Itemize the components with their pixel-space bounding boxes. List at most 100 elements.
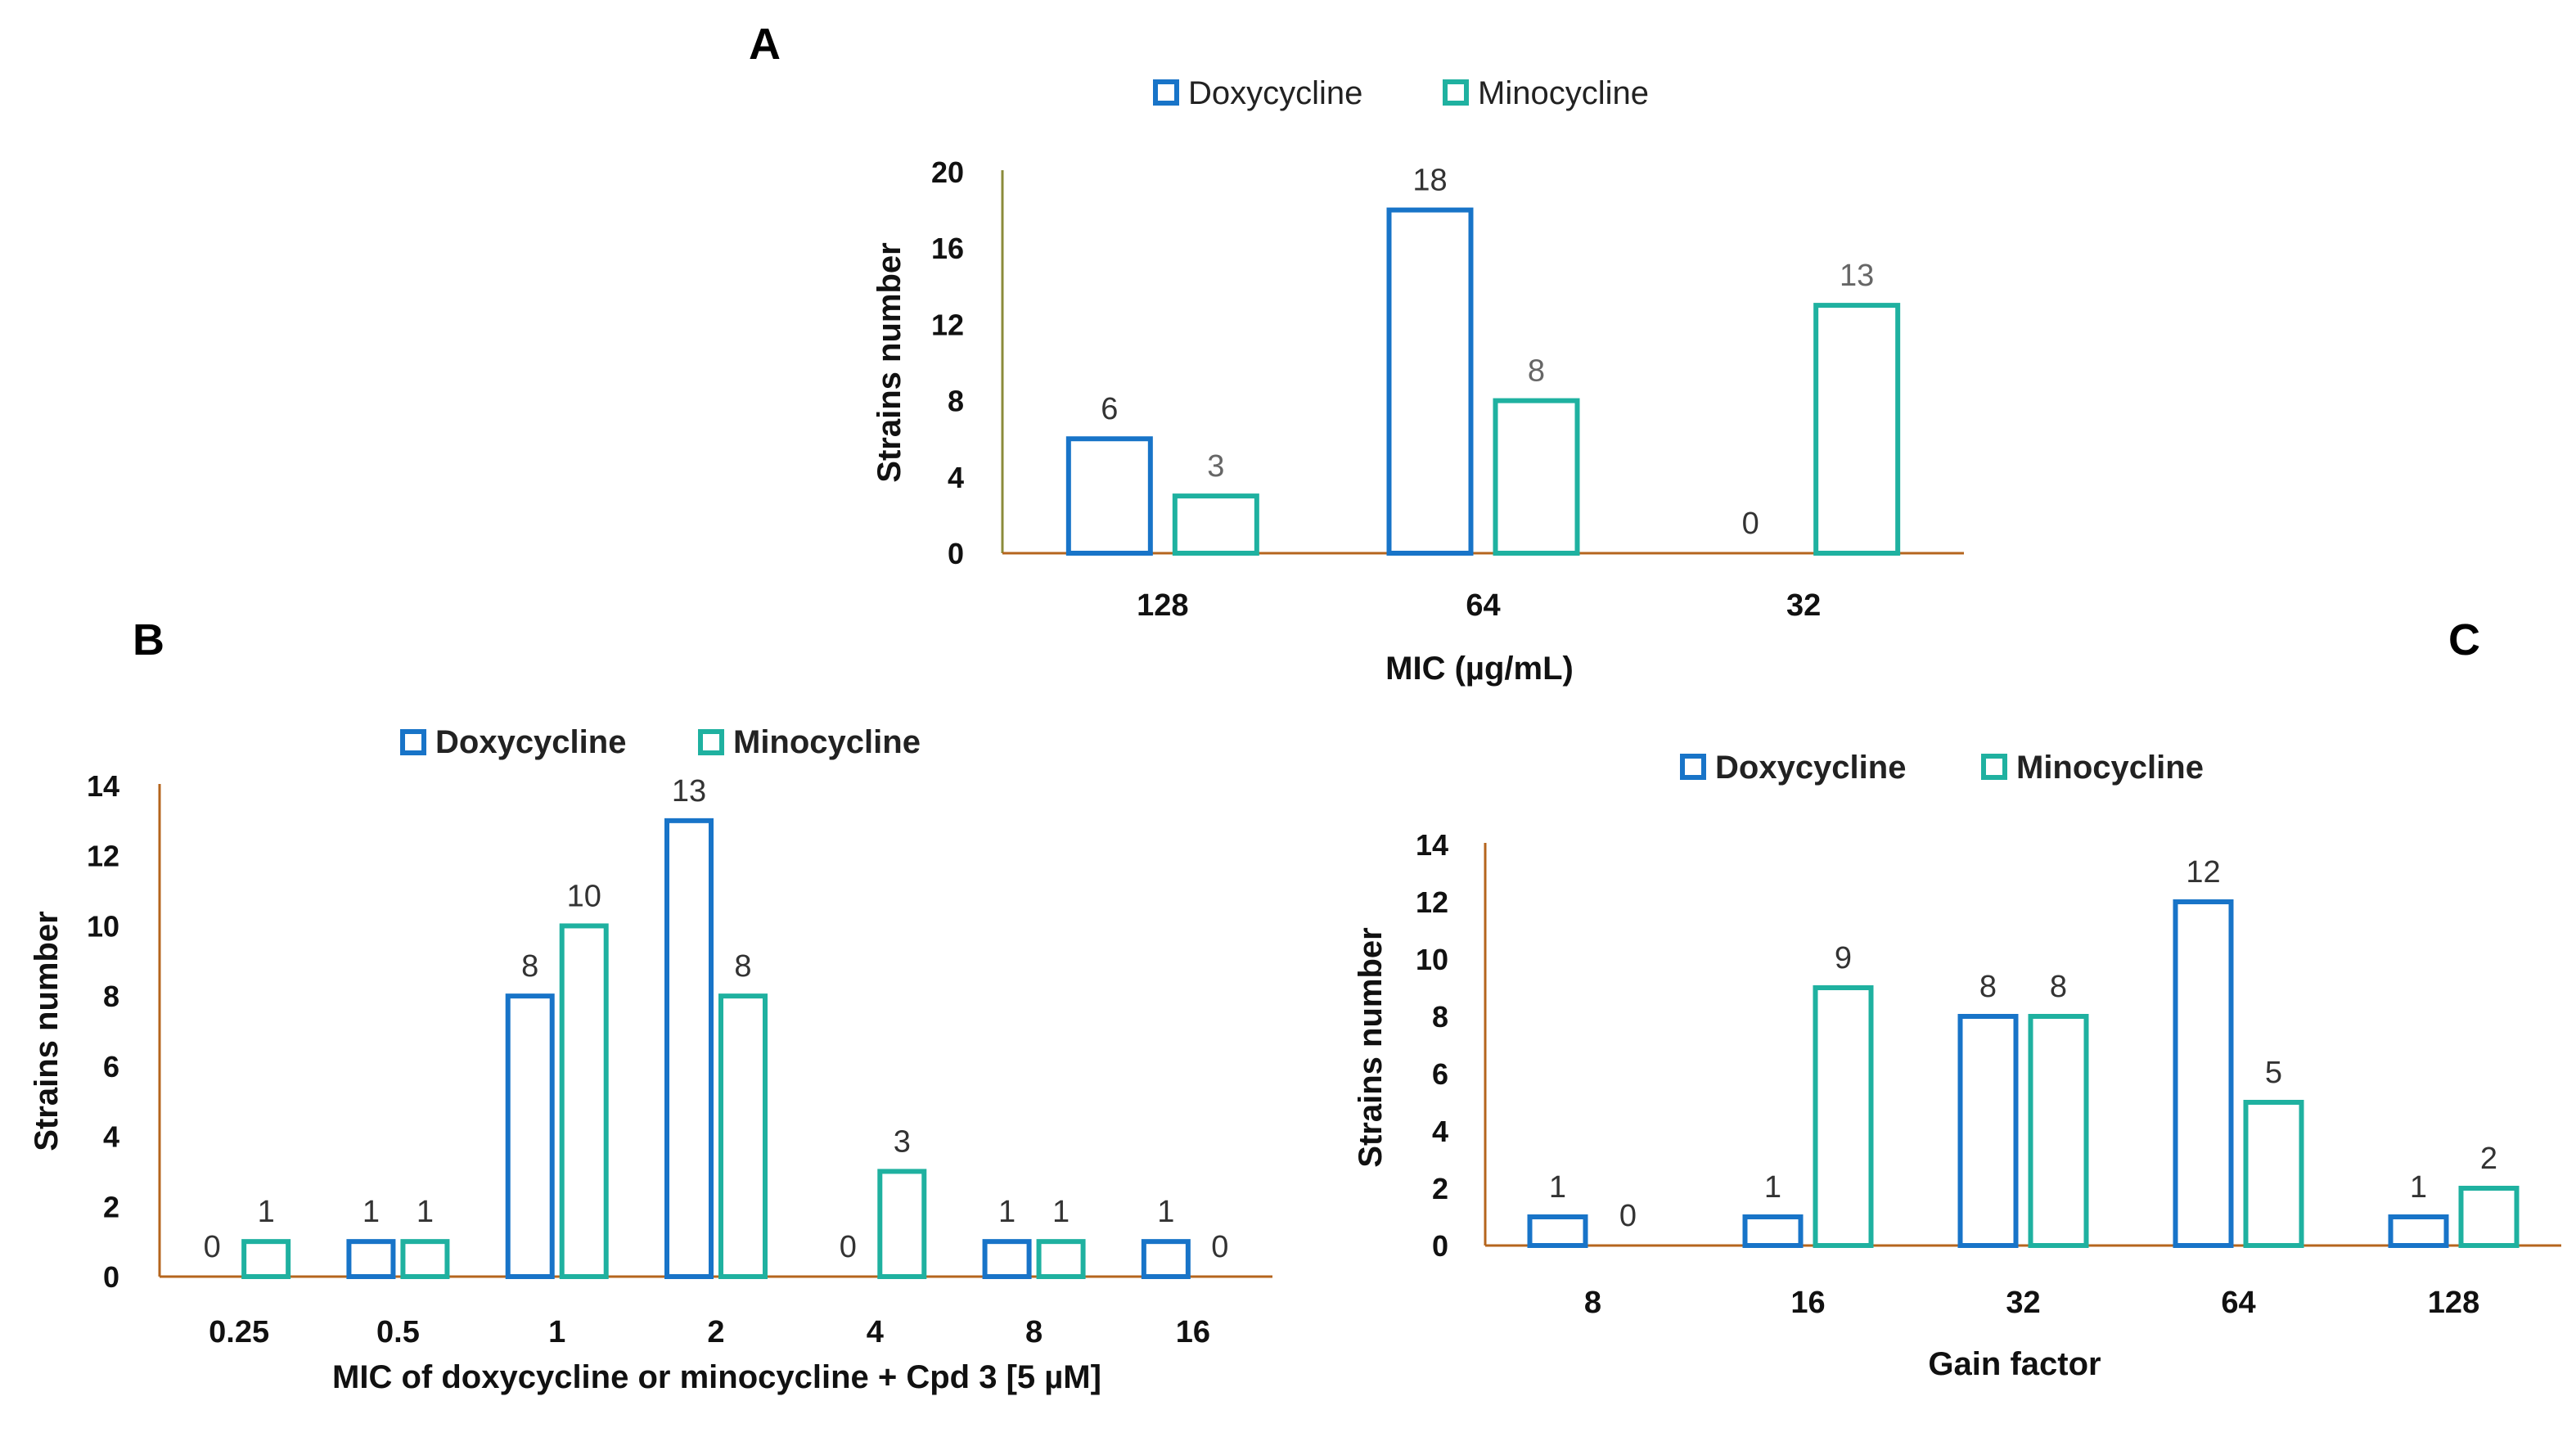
data-label-doxycycline: 1 xyxy=(2410,1170,2427,1205)
x-tick-label: 128 xyxy=(2428,1286,2479,1320)
panel-c-bars xyxy=(1527,899,2520,1248)
panel-a-letter: A xyxy=(749,20,781,69)
panel-a-data-labels: 6 3 18 8 0 13 xyxy=(1101,164,1874,541)
data-label-minocycline: 8 xyxy=(734,949,751,984)
bar-minocycline xyxy=(241,1239,291,1279)
legend-mino-swatch-icon xyxy=(1981,754,2007,780)
y-tick-label: 12 xyxy=(87,840,119,873)
panel-a-y-axis-title: Strains number xyxy=(871,242,907,482)
x-tick-label: 2 xyxy=(707,1315,724,1349)
data-label-doxycycline: 0 xyxy=(840,1230,857,1264)
y-tick-label: 10 xyxy=(87,909,119,943)
panel-b-x-axis-title: MIC of doxycycline or minocycline + Cpd … xyxy=(332,1359,1101,1395)
legend-mino-label: Minocycline xyxy=(1478,75,1649,111)
data-label-doxycycline: 1 xyxy=(1764,1170,1781,1205)
panel-b-legend: Doxycycline Minocycline xyxy=(400,724,921,760)
data-label-doxycycline: 1 xyxy=(1157,1195,1174,1229)
legend-doxy-label: Doxycycline xyxy=(1715,750,1906,786)
panel-b-bars xyxy=(241,818,1191,1280)
bar-doxycycline xyxy=(2388,1214,2449,1248)
legend-doxy-label: Doxycycline xyxy=(435,724,626,760)
x-tick-label: 0.5 xyxy=(376,1315,420,1349)
bar-doxycycline xyxy=(982,1239,1032,1279)
panel-b-y-ticks: 0 2 4 6 8 10 12 14 xyxy=(87,769,119,1294)
bar-minocycline xyxy=(559,923,609,1280)
bar-doxycycline xyxy=(2173,899,2234,1248)
bar-doxycycline xyxy=(1527,1214,1588,1248)
legend-mino-label: Minocycline xyxy=(2016,750,2204,786)
panel-b-y-axis-title: Strains number xyxy=(29,911,65,1151)
data-label-minocycline: 5 xyxy=(2265,1056,2282,1090)
y-tick-label: 14 xyxy=(1416,828,1448,862)
data-label-doxycycline: 13 xyxy=(672,774,706,809)
legend-doxy-swatch-icon xyxy=(1680,754,1706,780)
x-tick-label: 8 xyxy=(1584,1286,1601,1320)
y-tick-label: 4 xyxy=(1432,1115,1448,1148)
y-tick-label: 8 xyxy=(948,385,964,418)
x-tick-label: 64 xyxy=(2221,1286,2255,1320)
y-tick-label: 8 xyxy=(103,980,119,1013)
bar-minocycline xyxy=(2028,1014,2089,1248)
y-tick-label: 6 xyxy=(103,1050,119,1083)
panel-a-axes xyxy=(1001,170,1964,555)
bar-doxycycline xyxy=(1957,1014,2019,1248)
data-label-minocycline: 3 xyxy=(1207,449,1224,484)
x-tick-label: 4 xyxy=(867,1315,884,1349)
data-label-minocycline: 1 xyxy=(258,1195,275,1229)
bar-doxycycline xyxy=(1141,1239,1191,1279)
bar-doxycycline xyxy=(664,818,714,1279)
data-label-doxycycline: 6 xyxy=(1101,392,1118,426)
data-label-doxycycline: 0 xyxy=(204,1230,221,1264)
bar-doxycycline xyxy=(346,1239,396,1279)
data-label-doxycycline: 12 xyxy=(2186,855,2220,890)
data-label-minocycline: 3 xyxy=(894,1124,911,1159)
data-label-minocycline: 13 xyxy=(1840,259,1874,293)
y-tick-label: 10 xyxy=(1416,943,1448,976)
data-label-doxycycline: 1 xyxy=(998,1195,1016,1229)
x-tick-label: 1 xyxy=(548,1315,565,1349)
y-tick-label: 4 xyxy=(103,1120,119,1154)
x-tick-label: 0.25 xyxy=(209,1315,269,1349)
bar-minocycline xyxy=(1493,398,1580,556)
panel-c-x-axis-title: Gain factor xyxy=(1928,1346,2101,1382)
legend-doxy-label: Doxycycline xyxy=(1188,75,1362,111)
x-tick-label: 32 xyxy=(1786,588,1821,623)
x-tick-label: 64 xyxy=(1466,588,1500,623)
x-tick-label: 128 xyxy=(1137,588,1188,623)
panel-c-x-ticks: 8 16 32 64 128 xyxy=(1584,1286,2479,1320)
data-label-minocycline: 0 xyxy=(1211,1230,1228,1264)
data-label-minocycline: 8 xyxy=(2050,970,2067,1004)
data-label-minocycline: 1 xyxy=(1052,1195,1070,1229)
data-label-doxycycline: 18 xyxy=(1412,164,1447,198)
y-tick-label: 0 xyxy=(1432,1229,1448,1263)
x-tick-label: 8 xyxy=(1025,1315,1043,1349)
bar-doxycycline xyxy=(505,993,555,1279)
data-label-minocycline: 10 xyxy=(567,879,601,913)
data-label-doxycycline: 0 xyxy=(1742,507,1759,541)
y-tick-label: 20 xyxy=(931,155,964,189)
y-tick-label: 6 xyxy=(1432,1057,1448,1091)
panel-a-x-ticks: 128 64 32 xyxy=(1137,588,1821,623)
y-tick-label: 16 xyxy=(931,232,964,265)
panel-a-chart: A Doxycycline Minocycline 0 4 8 12 16 20 6 3 18… xyxy=(749,20,1964,687)
bar-minocycline xyxy=(718,993,768,1279)
bar-minocycline xyxy=(2458,1186,2520,1248)
legend-mino-label: Minocycline xyxy=(733,724,921,760)
legend-doxy-swatch-icon xyxy=(400,729,426,755)
panel-a-legend: Doxycycline Minocycline xyxy=(1153,75,1649,111)
bar-doxycycline xyxy=(1742,1214,1804,1248)
y-tick-label: 8 xyxy=(1432,1000,1448,1034)
bar-minocycline xyxy=(1813,985,1874,1248)
legend-mino-swatch-icon xyxy=(1443,79,1469,106)
bar-minocycline xyxy=(877,1169,927,1280)
bar-minocycline xyxy=(2243,1100,2304,1248)
legend-doxy-swatch-icon xyxy=(1153,79,1179,106)
x-tick-label: 16 xyxy=(1790,1286,1825,1320)
data-label-doxycycline: 1 xyxy=(1549,1170,1566,1205)
y-tick-label: 4 xyxy=(948,461,964,494)
bar-doxycycline xyxy=(1386,207,1474,556)
